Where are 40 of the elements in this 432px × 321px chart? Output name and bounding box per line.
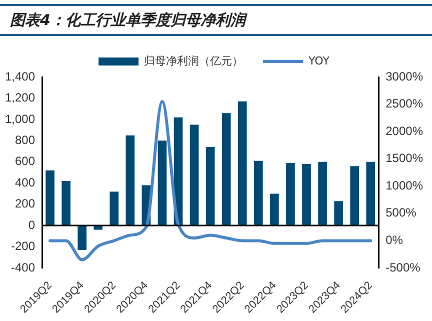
bar: [254, 160, 263, 226]
bar: [46, 170, 54, 226]
y2-tick-label: 0%: [386, 233, 404, 248]
bar: [190, 124, 199, 226]
bar: [318, 162, 327, 226]
bar: [206, 147, 215, 226]
y-tick-label: 600: [15, 154, 36, 168]
y2-tick-label: 3000%: [386, 69, 424, 84]
y-tick-label: -400: [11, 260, 36, 274]
chart-title: 图表4：化工行业单季度归母净利润: [0, 4, 432, 36]
y-tick-label: 1,000: [5, 112, 36, 126]
bar: [286, 162, 295, 226]
line-series: [48, 100, 372, 262]
y2-tick-label: 500%: [386, 206, 417, 220]
y2-tick-label: 2500%: [386, 96, 424, 111]
bar: [366, 162, 376, 226]
y-tick-label: 200: [15, 196, 36, 211]
bar: [334, 201, 343, 226]
bar: [302, 164, 311, 226]
bar: [62, 180, 70, 226]
legend-label: YOY: [308, 54, 330, 68]
bar: [110, 192, 119, 226]
bar: [158, 140, 167, 226]
y-tick-label: 1,200: [5, 90, 36, 105]
y-tick-label: 400: [15, 175, 36, 190]
bar: [350, 166, 359, 226]
y2-tick-label: 2000%: [386, 124, 424, 138]
y2-tick-label: 1500%: [386, 151, 424, 166]
bar: [78, 226, 87, 250]
bar: [222, 113, 231, 226]
y-tick-label: 1,400: [5, 69, 36, 84]
y-tick-label: 800: [15, 132, 36, 147]
y-tick-label: -200: [11, 239, 36, 254]
bar: [270, 194, 279, 226]
y-tick-label: 0: [28, 218, 36, 232]
legend-label: 归母净利润（亿元）: [144, 54, 244, 68]
bar: [126, 135, 135, 226]
bar: [238, 101, 247, 226]
y2-tick-label: 1000%: [386, 178, 424, 192]
y2-tick-label: -500%: [386, 260, 421, 274]
